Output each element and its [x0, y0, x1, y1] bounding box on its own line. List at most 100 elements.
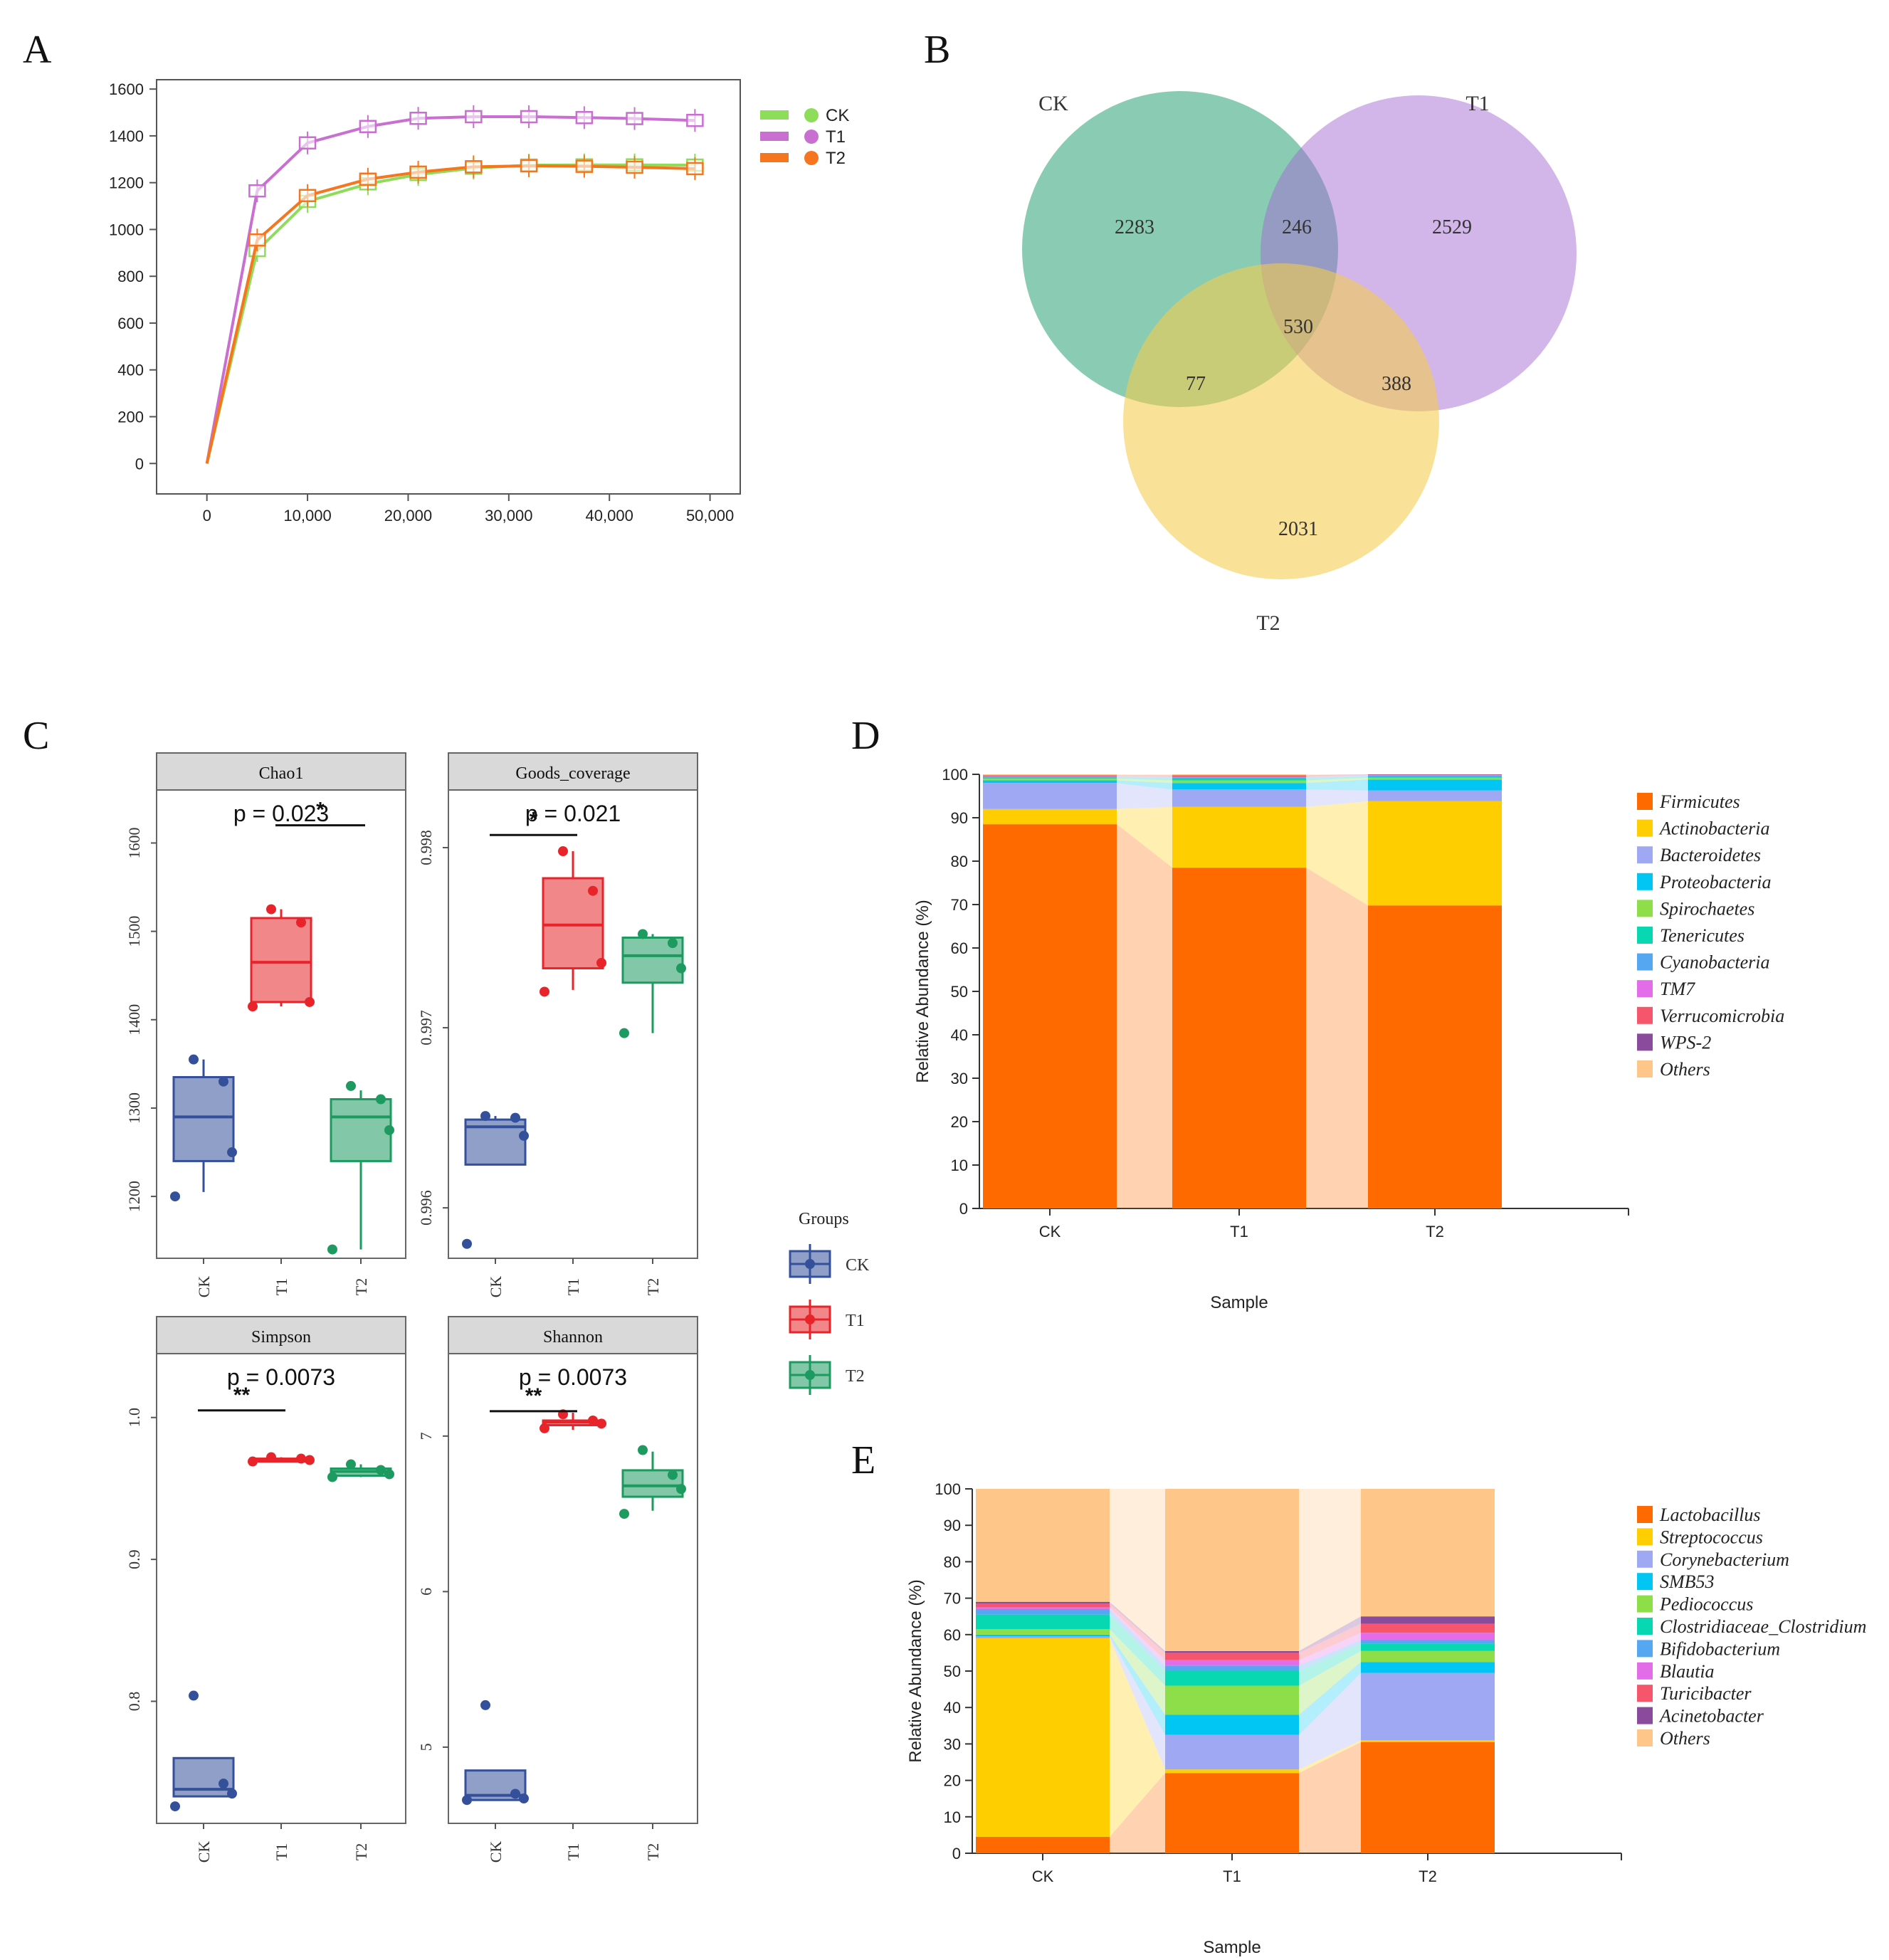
flow-band-firmicutes [1117, 824, 1172, 1208]
facet-simpson: Simpson 0.8 0.9 1.0 CK T1 T2 p = 0.0073** [125, 1316, 406, 1862]
sample-point [638, 929, 648, 939]
significance-label: * [530, 808, 538, 831]
bar-segment-corynebacterium [976, 1636, 1110, 1638]
bar-segment-spirochaetes [983, 779, 1117, 781]
legend-marker-ck [804, 108, 819, 122]
bar-segment-wps-2 [1172, 775, 1306, 776]
y-tick-label: 1600 [109, 80, 144, 98]
flow-band-streptococcus [1110, 1638, 1165, 1837]
venn-count-t1-only: 2529 [1432, 216, 1472, 238]
y-tick-label: 1200 [109, 174, 144, 192]
facet-panel [156, 1353, 406, 1824]
groups-legend: Groups CK T1 T2 [789, 1210, 870, 1395]
y-tick-label: 0 [135, 455, 144, 473]
rarefaction-x-axis: 0 10,000 20,000 30,000 40,000 50,000 [203, 494, 734, 525]
y-tick-label: 600 [117, 315, 144, 332]
flow-band-bacteroidetes [1306, 789, 1368, 807]
y-tick-label: 1.0 [125, 1408, 143, 1428]
flow-band-clostridiaceae_clostridium [1299, 1643, 1361, 1686]
y-tick-label: 40 [944, 1699, 961, 1717]
sample-point [305, 1455, 315, 1465]
facet-panel [448, 1353, 698, 1824]
flow-band-streptococcus [1299, 1740, 1361, 1774]
sample-point [327, 1244, 337, 1255]
x-tick-label: CK [487, 1276, 505, 1298]
flow-band-others [1117, 774, 1172, 776]
bar-segment-tenericutes [983, 777, 1117, 779]
flow-band-acinetobacter [1110, 1601, 1165, 1653]
facet-title: Simpson [251, 1328, 311, 1347]
y-tick-label: 90 [951, 809, 968, 827]
facet-title: Shannon [543, 1328, 603, 1347]
sample-point [588, 885, 598, 896]
sample-point [510, 1788, 520, 1799]
sample-point [510, 1112, 520, 1123]
facet-shannon: Shannon 5 6 7 CK T1 T2 p = 0.0073** [417, 1316, 698, 1862]
y-tick-label: 1400 [125, 1004, 143, 1036]
flow-band-tenericutes [1117, 777, 1172, 781]
rarefaction-y-axis: 0 200 400 600 800 1000 1200 1400 1600 [109, 80, 157, 473]
sample-point [227, 1147, 237, 1158]
bar-segment-clostridiaceae_clostridium [976, 1614, 1110, 1630]
bar-segment-tm7 [1172, 776, 1306, 778]
bar-segment-verrucomicrobia [1368, 774, 1502, 776]
flow-band-bacteroidetes [1117, 783, 1172, 809]
sample-point [480, 1700, 490, 1710]
data-point-t2 [248, 233, 266, 247]
data-point-t1 [248, 184, 266, 198]
legend-label-lactobacillus: Lactobacillus [1659, 1505, 1761, 1525]
data-point-t2 [520, 159, 538, 173]
legend-swatch-ck [760, 110, 789, 120]
data-point-t1 [626, 112, 643, 125]
sample-point [540, 1423, 549, 1433]
x-tick-label: T2 [1419, 1867, 1437, 1885]
flow-band-spirochaetes [1306, 777, 1368, 784]
venn-circle-t2 [1123, 263, 1439, 579]
flow-band-wps-2 [1306, 774, 1368, 776]
legend-label-blautia: Blautia [1660, 1661, 1715, 1682]
sample-point [676, 963, 686, 974]
x-tick-label: T2 [1426, 1223, 1444, 1240]
legend-swatch-tm7 [1637, 980, 1653, 998]
legend-label-smb53: SMB53 [1660, 1571, 1715, 1592]
flow-band-lactobacillus [1299, 1742, 1361, 1853]
legend-label-streptococcus: Streptococcus [1660, 1527, 1763, 1547]
legend-swatch-pediococcus [1637, 1595, 1653, 1613]
sample-point [588, 1415, 598, 1426]
sample-point [219, 1076, 228, 1087]
legend-label-t2: T2 [826, 149, 846, 168]
y-tick-label: 1300 [125, 1092, 143, 1124]
data-point-t1 [686, 113, 704, 127]
bar-segment-streptococcus [976, 1638, 1110, 1837]
bar-segment-clostridiaceae_clostridium [1361, 1643, 1495, 1651]
sample-point [462, 1238, 472, 1249]
flow-band-wps-2 [1117, 775, 1172, 776]
legend-swatch-t2 [760, 153, 789, 162]
facet-title: Chao1 [259, 764, 304, 783]
sample-point [346, 1459, 356, 1470]
sample-point [638, 1445, 648, 1455]
legend-label-cyanobacteria: Cyanobacteria [1660, 952, 1770, 973]
bar-segment-firmicutes [1368, 905, 1502, 1208]
bar-segment-bifidobacterium [976, 1608, 1110, 1615]
bar-segment-turicibacter [1361, 1623, 1495, 1633]
bar-segment-cyanobacteria [983, 776, 1117, 778]
flow-band-others [1110, 1489, 1165, 1651]
x-tick-label: T1 [564, 1278, 582, 1295]
flow-band-proteobacteria [1306, 779, 1368, 791]
sample-point [519, 1793, 529, 1804]
bar-segment-streptococcus [1361, 1740, 1495, 1742]
y-tick-label: 0.8 [125, 1692, 143, 1712]
legend-label-actinobacteria: Actinobacteria [1658, 818, 1770, 839]
venn-count-t1-t2: 388 [1382, 373, 1411, 395]
legend-swatch-streptococcus [1637, 1528, 1653, 1546]
legend-label-verrucomicrobia: Verrucomicrobia [1660, 1006, 1784, 1026]
x-tick-label: CK [1032, 1867, 1054, 1885]
legend-label-turicibacter: Turicibacter [1660, 1683, 1752, 1704]
flow-band-verrucomicrobia [1117, 775, 1172, 777]
rarefaction-chart: 0 200 400 600 800 1000 1200 1400 1600 0 10,000 20,… [109, 79, 849, 525]
series-line-ck [205, 163, 695, 464]
bar-segment-corynebacterium [1165, 1734, 1299, 1770]
x-tick-label: 30,000 [485, 507, 532, 525]
bar-segment-wps-2 [1368, 774, 1502, 775]
